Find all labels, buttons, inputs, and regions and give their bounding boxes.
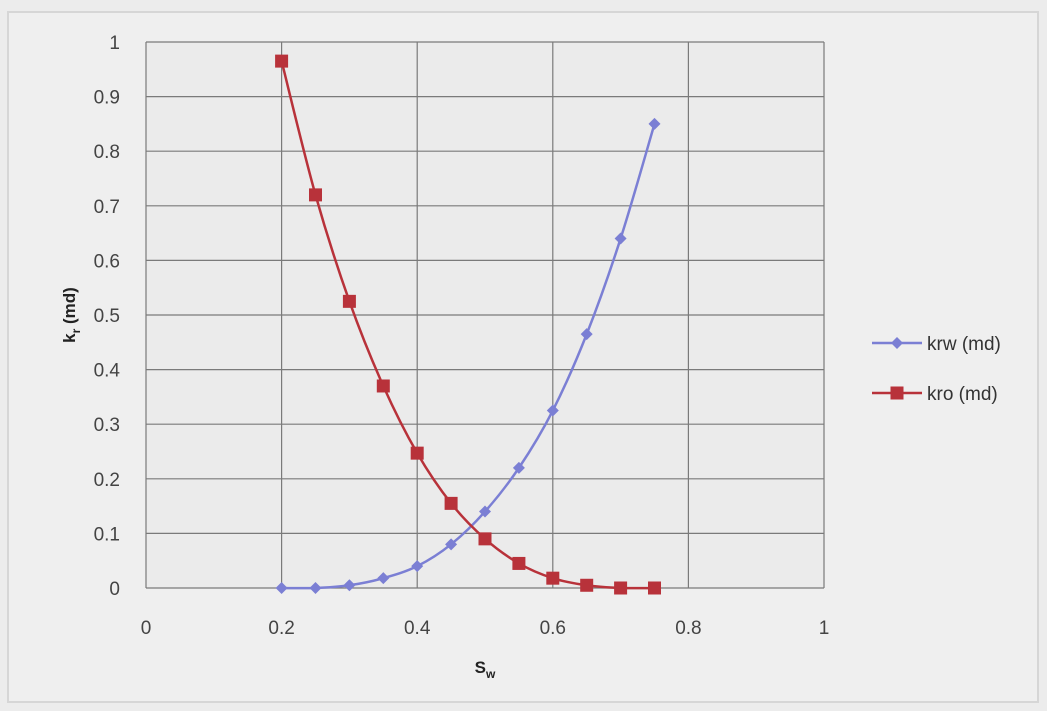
x-tick-label: 0: [141, 618, 152, 639]
data-point: [580, 578, 594, 592]
y-tick-label: 0.9: [94, 88, 120, 109]
data-point: [376, 379, 390, 393]
y-axis-title-unit: (md): [60, 287, 79, 329]
data-point: [410, 446, 424, 460]
y-tick-label: 0.1: [94, 524, 120, 545]
legend-marker: [891, 337, 903, 349]
series-kro: [275, 54, 661, 595]
legend-marker: [890, 386, 904, 400]
x-axis-title-subscript: w: [485, 667, 496, 681]
x-tick-label: 0.2: [268, 618, 294, 639]
data-point: [512, 556, 526, 570]
data-point: [512, 461, 525, 474]
series-layer: [275, 54, 661, 595]
legend-item: krw (md): [872, 334, 1001, 355]
y-tick-label: 0.3: [94, 415, 120, 436]
data-point: [546, 404, 559, 417]
x-tick-label: 0.8: [675, 618, 701, 639]
y-tick-label: 0.7: [94, 197, 120, 218]
data-point: [342, 294, 356, 308]
grid-lines: [145, 41, 825, 589]
legend-item: kro (md): [872, 384, 998, 405]
data-point: [377, 572, 390, 585]
data-point: [478, 532, 492, 546]
y-axis-title-main: k: [60, 333, 79, 343]
data-point: [444, 496, 458, 510]
series-krw: [275, 117, 661, 594]
y-tick-label: 0.8: [94, 142, 120, 163]
legend: krw (md) kro (md): [872, 334, 1001, 405]
data-point: [275, 582, 288, 594]
x-axis-tick-labels: 0 0.2 0.4 0.6 0.8 1: [141, 618, 830, 639]
y-tick-label: 0.4: [94, 361, 121, 382]
y-axis-tick-labels: 0 0.1 0.2 0.3 0.4 0.5 0.6 0.7 0.8 0.9 1: [94, 33, 121, 600]
data-point: [479, 505, 491, 518]
legend-label: kro (md): [927, 384, 998, 405]
y-tick-label: 0.6: [94, 251, 120, 272]
data-point: [445, 538, 458, 551]
y-tick-label: 0.2: [94, 470, 120, 491]
x-tick-label: 1: [819, 618, 830, 639]
x-axis-title: Sw: [475, 658, 496, 681]
y-axis-title-subscript: r: [69, 328, 83, 333]
legend-label: krw (md): [927, 334, 1001, 355]
y-tick-label: 0.5: [94, 306, 120, 327]
data-point: [648, 117, 661, 130]
data-point: [309, 188, 322, 202]
data-point: [614, 232, 627, 245]
data-point: [580, 328, 593, 341]
data-point: [411, 560, 424, 573]
y-axis-title: kr (md): [60, 287, 83, 343]
x-axis-title-main: S: [475, 658, 486, 677]
data-point: [275, 54, 289, 68]
data-point: [546, 571, 560, 585]
x-tick-label: 0.6: [540, 618, 566, 639]
data-point: [343, 579, 356, 592]
x-tick-label: 0.4: [404, 618, 431, 639]
y-tick-label: 1: [109, 33, 120, 54]
y-tick-label: 0: [109, 579, 120, 600]
data-point: [614, 581, 628, 595]
data-point: [309, 582, 322, 594]
data-point: [648, 581, 661, 595]
